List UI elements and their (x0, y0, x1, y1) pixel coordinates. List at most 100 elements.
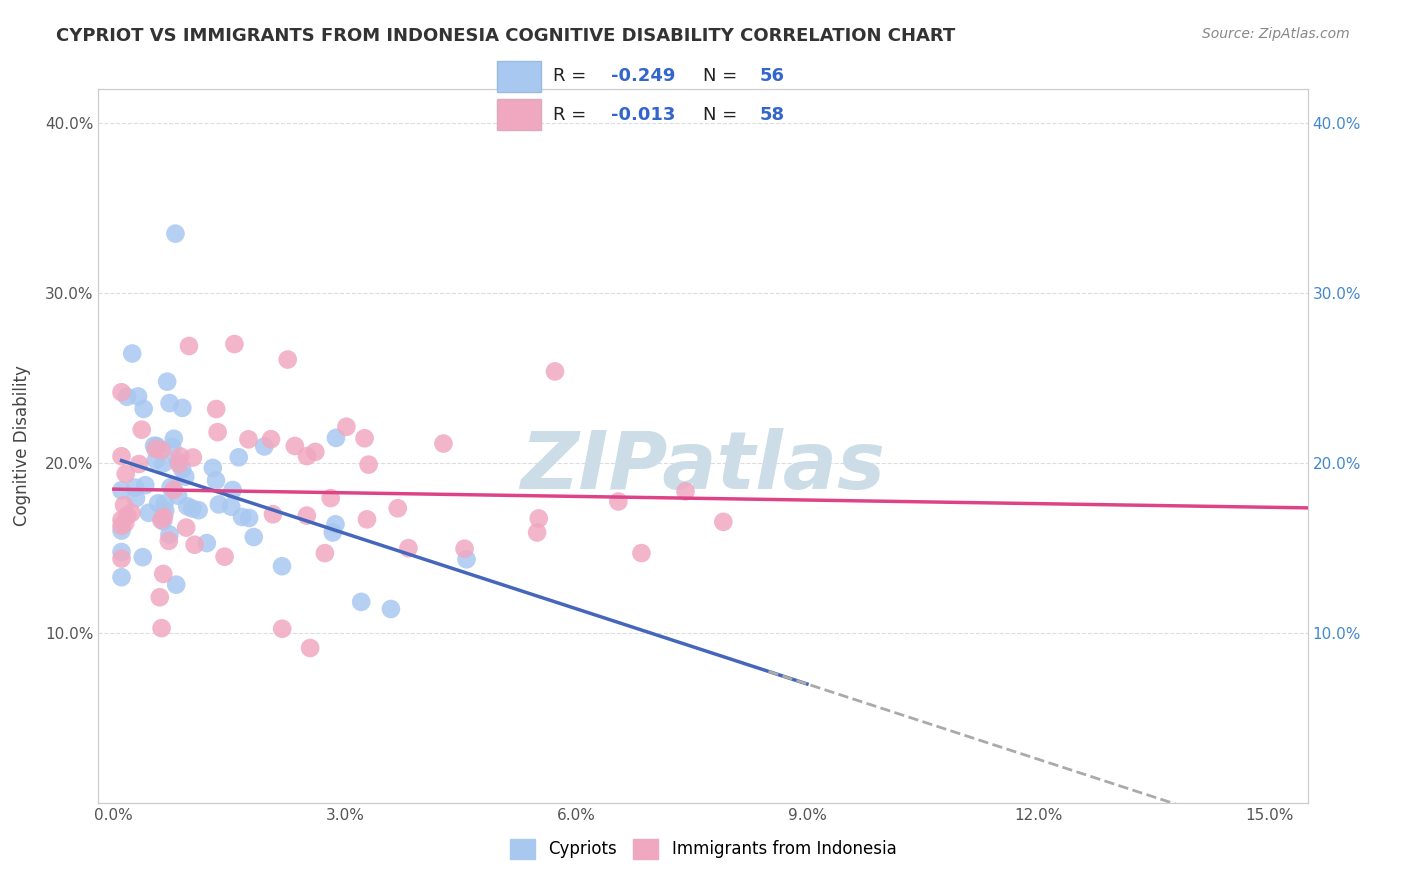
Point (295, 449, 318, 463)
Point (231, 510, 253, 524)
Point (159, 480, 181, 494)
Point (146, 440, 169, 454)
Point (152, 514, 174, 528)
Point (125, 491, 148, 506)
Point (167, 454, 190, 468)
Point (322, 525, 344, 540)
Point (398, 541, 420, 556)
Point (110, 570, 132, 584)
Point (110, 513, 132, 527)
Point (146, 496, 169, 510)
Point (238, 433, 260, 447)
Point (143, 439, 166, 453)
Point (205, 402, 228, 417)
Point (177, 339, 200, 353)
Point (131, 423, 153, 437)
Text: -0.013: -0.013 (612, 106, 676, 124)
Point (357, 458, 380, 472)
Point (132, 401, 155, 416)
Point (387, 501, 409, 516)
Point (110, 483, 132, 498)
Text: R =: R = (553, 68, 592, 86)
Point (152, 566, 174, 581)
Point (124, 481, 146, 495)
Point (110, 524, 132, 538)
Point (115, 390, 138, 404)
Point (630, 546, 652, 560)
Text: 58: 58 (759, 106, 785, 124)
Point (176, 500, 198, 514)
Point (432, 436, 454, 450)
Point (134, 478, 156, 492)
FancyBboxPatch shape (498, 62, 541, 92)
Point (319, 491, 342, 505)
Point (127, 389, 149, 403)
Point (271, 622, 294, 636)
Text: ZIPatlas: ZIPatlas (520, 428, 886, 507)
Point (114, 467, 136, 481)
Text: 56: 56 (759, 68, 785, 86)
Point (149, 591, 172, 605)
Point (165, 577, 187, 591)
Point (325, 517, 347, 532)
Point (453, 541, 475, 556)
Point (159, 396, 181, 410)
Point (356, 512, 378, 526)
Point (350, 595, 373, 609)
Point (208, 498, 231, 512)
Point (284, 439, 307, 453)
Point (299, 640, 322, 655)
Point (607, 494, 630, 508)
Point (114, 516, 136, 530)
Point (353, 431, 375, 445)
Point (224, 337, 246, 351)
Text: -0.249: -0.249 (612, 68, 676, 86)
Point (214, 549, 236, 564)
Point (221, 483, 243, 497)
Point (195, 536, 218, 550)
Point (172, 401, 194, 415)
Point (314, 546, 336, 560)
Point (132, 550, 155, 565)
Point (207, 425, 229, 439)
Point (238, 511, 260, 525)
Point (163, 432, 186, 446)
Point (456, 552, 478, 566)
Text: N =: N = (703, 106, 744, 124)
Legend: Cypriots, Immigrants from Indonesia: Cypriots, Immigrants from Indonesia (503, 832, 903, 866)
Point (121, 346, 143, 360)
Point (150, 621, 173, 635)
Point (242, 530, 264, 544)
Text: N =: N = (703, 68, 744, 86)
Point (181, 450, 204, 465)
Point (159, 527, 181, 541)
Point (253, 440, 276, 454)
Point (152, 456, 174, 470)
Point (526, 525, 548, 540)
Point (711, 515, 734, 529)
Point (260, 432, 283, 446)
Point (167, 489, 190, 503)
Point (145, 453, 167, 467)
Point (163, 483, 186, 497)
Point (138, 506, 160, 520)
Point (262, 508, 284, 522)
Point (172, 462, 194, 476)
Point (153, 496, 176, 510)
Point (110, 545, 132, 559)
Point (145, 439, 167, 453)
Point (295, 508, 318, 523)
Point (167, 457, 190, 471)
Point (115, 508, 138, 523)
Point (271, 559, 294, 574)
Point (335, 419, 357, 434)
Point (187, 503, 209, 517)
Point (128, 457, 150, 471)
Point (544, 364, 567, 378)
Point (120, 506, 142, 520)
Point (110, 551, 132, 566)
Point (150, 513, 173, 527)
Text: CYPRIOT VS IMMIGRANTS FROM INDONESIA COGNITIVE DISABILITY CORRELATION CHART: CYPRIOT VS IMMIGRANTS FROM INDONESIA COG… (56, 27, 956, 45)
Point (165, 227, 187, 241)
Point (205, 474, 228, 488)
